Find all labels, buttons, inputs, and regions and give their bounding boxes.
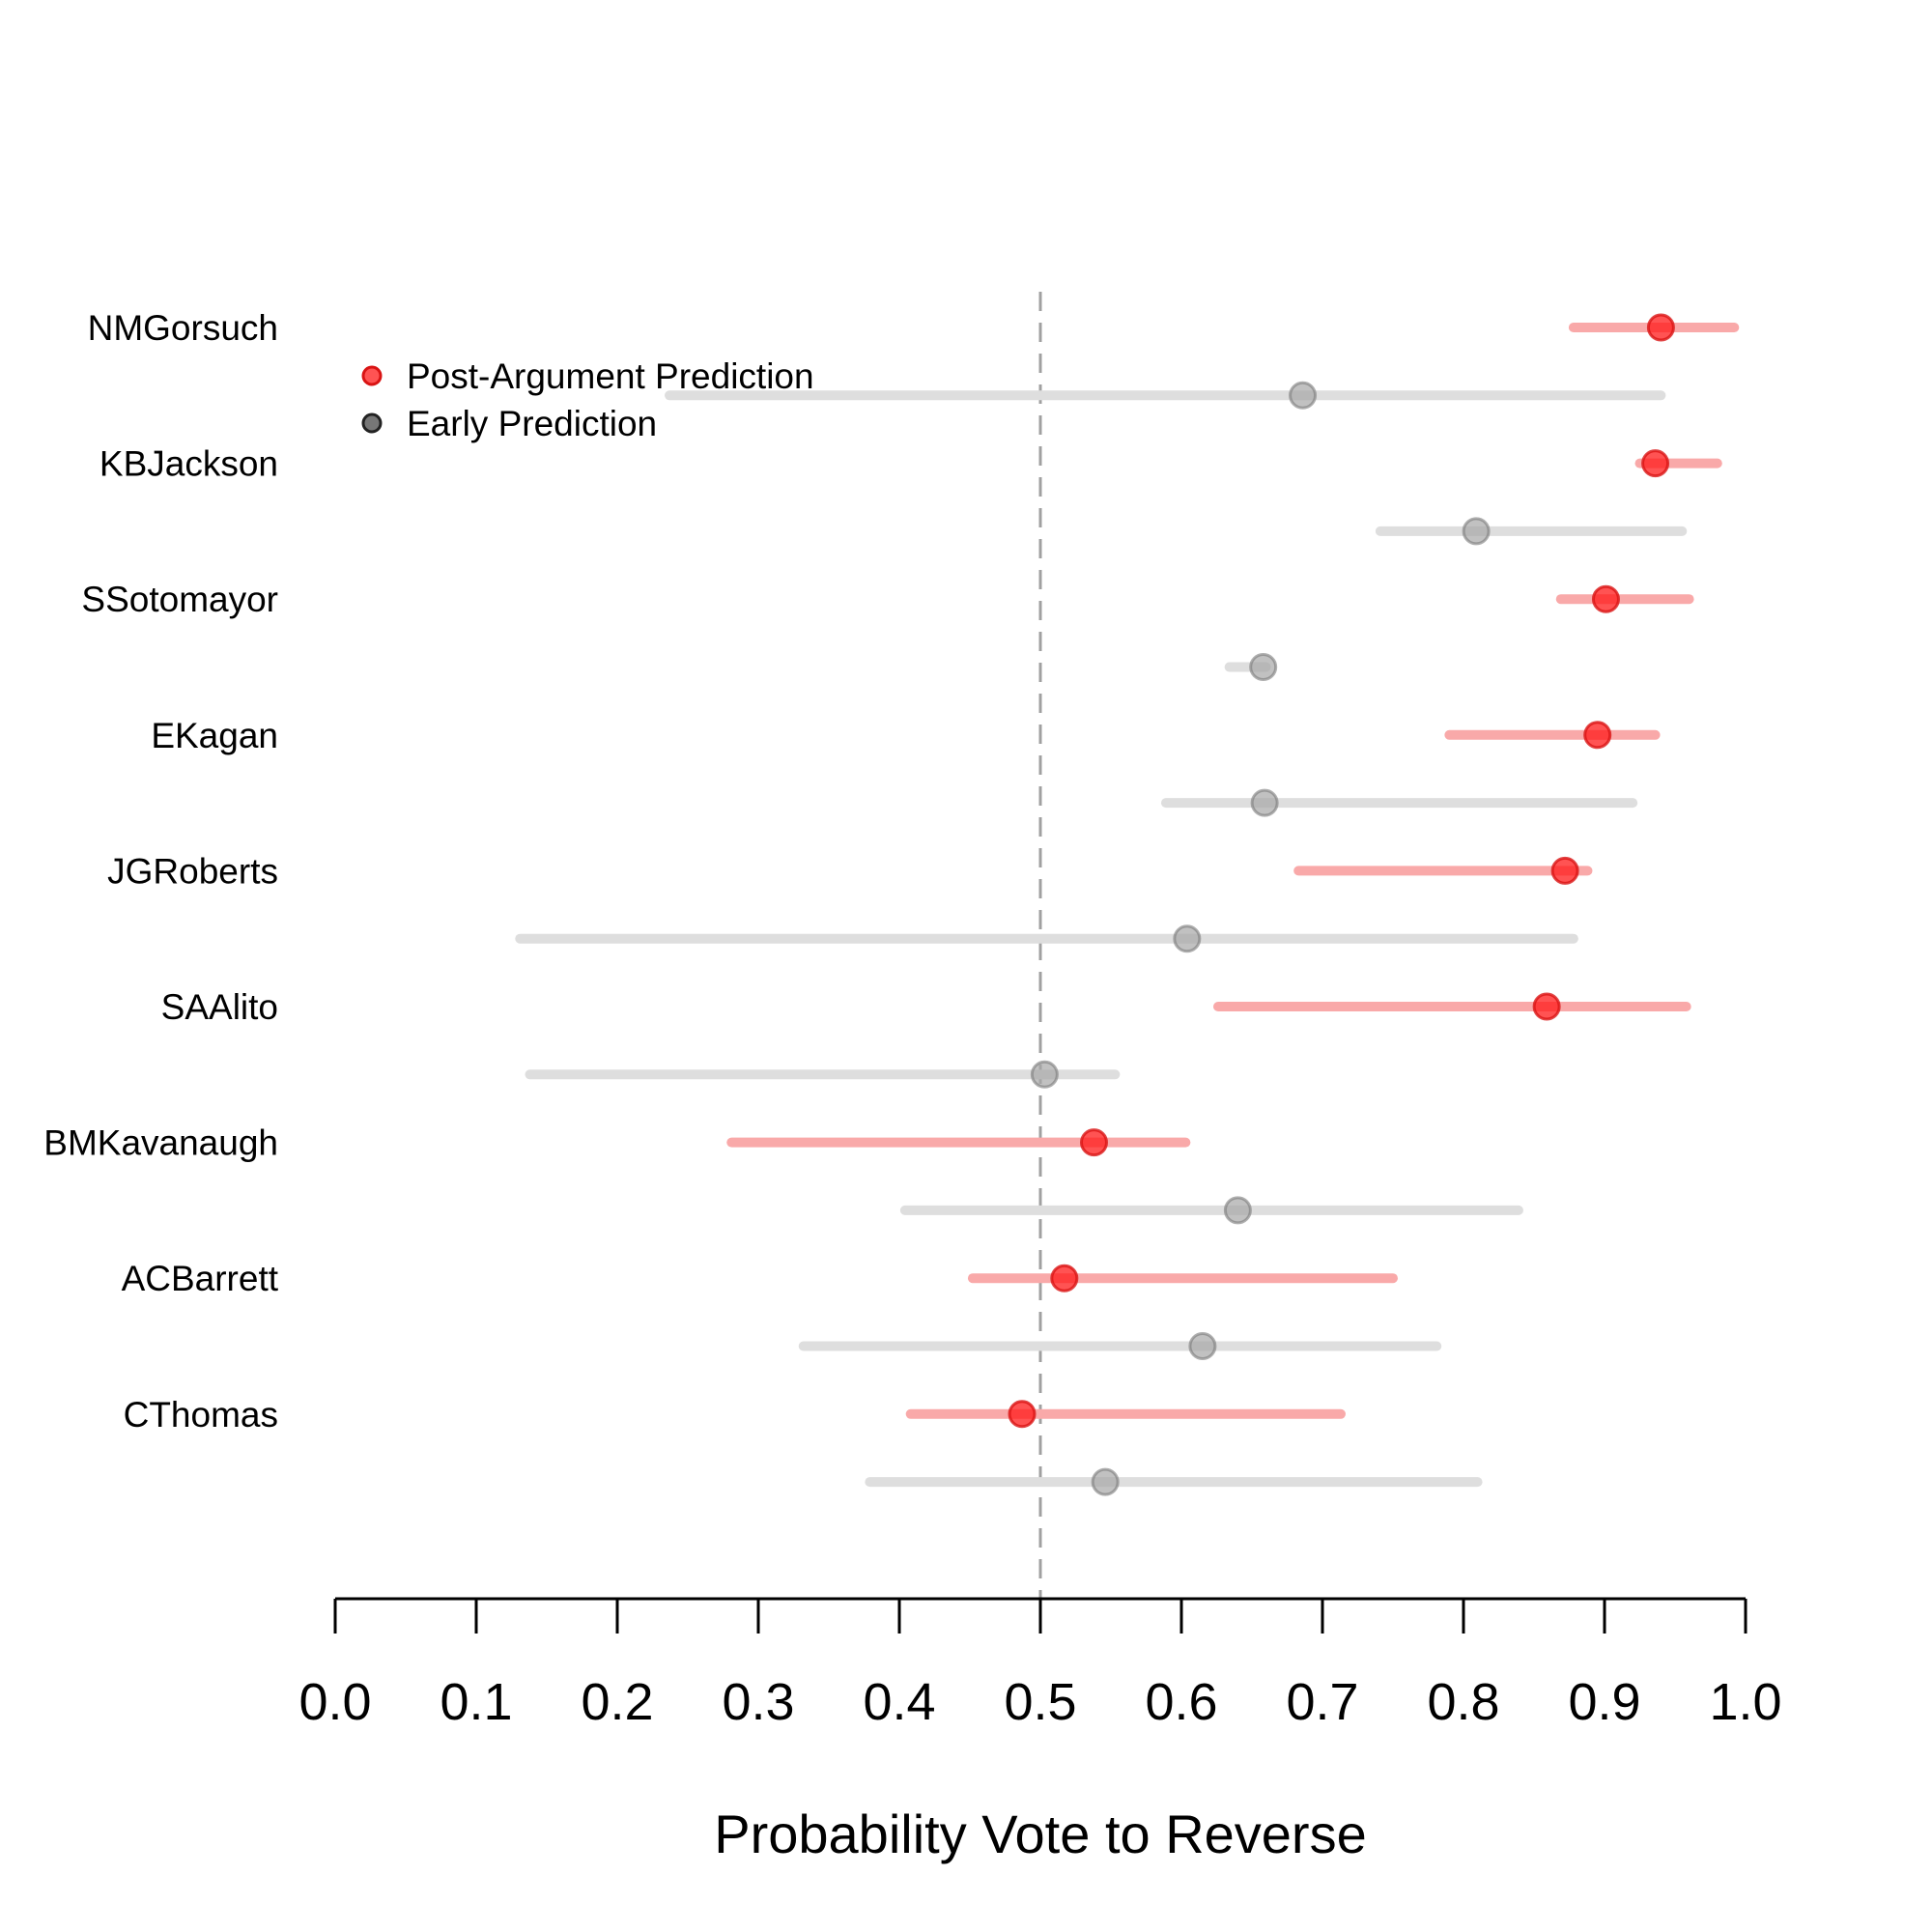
x-axis-title: Probability Vote to Reverse xyxy=(714,1804,1366,1864)
legend-post-marker xyxy=(361,365,383,386)
post-point xyxy=(1641,449,1670,478)
justice-label: SSotomayor xyxy=(81,580,278,619)
legend: Post-Argument Prediction Early Prediction xyxy=(361,356,814,443)
justice-rows: NMGorsuch KBJackson SSotomayor EKagan JGRobe… xyxy=(43,308,1740,1496)
post-point xyxy=(1532,992,1561,1021)
early-point xyxy=(1249,653,1278,681)
post-point xyxy=(1583,721,1612,750)
early-point xyxy=(1250,788,1279,817)
x-tick-label: 0.3 xyxy=(722,1673,794,1731)
justice-row-kbjackson: KBJackson xyxy=(99,444,1722,546)
justice-label: KBJackson xyxy=(99,444,278,484)
post-point xyxy=(1550,856,1579,885)
post-point xyxy=(1591,584,1620,613)
justice-row-nmgorsuch: NMGorsuch xyxy=(88,308,1740,410)
early-point xyxy=(1091,1467,1120,1496)
justice-row-ekagan: EKagan xyxy=(151,716,1661,817)
early-point xyxy=(1173,924,1202,953)
justice-row-saalito: SAAlito xyxy=(161,987,1691,1089)
justice-label: ACBarrett xyxy=(122,1259,279,1298)
justice-label: JGRoberts xyxy=(107,851,278,891)
x-tick-label: 0.7 xyxy=(1286,1673,1358,1731)
early-point xyxy=(1188,1332,1217,1360)
x-tick-label: 0.9 xyxy=(1568,1673,1640,1731)
justice-row-ssotomayor: SSotomayor xyxy=(81,580,1694,681)
x-axis: 0.0 0.1 0.2 0.3 0.4 0.5 0.6 0.7 0.8 0.9 1.0 xyxy=(298,1597,1782,1731)
early-point xyxy=(1223,1196,1252,1225)
justice-row-jgroberts: JGRoberts xyxy=(107,851,1593,953)
early-point xyxy=(1030,1060,1059,1089)
x-tick-label: 0.4 xyxy=(863,1673,935,1731)
legend-early-marker xyxy=(361,412,383,434)
justice-label: EKagan xyxy=(151,716,278,755)
justice-label: CThomas xyxy=(124,1395,278,1435)
legend-post-label: Post-Argument Prediction xyxy=(407,356,814,396)
justice-label: NMGorsuch xyxy=(88,308,278,348)
x-tick-label: 0.5 xyxy=(1004,1673,1076,1731)
x-tick-label: 1.0 xyxy=(1709,1673,1781,1731)
post-point xyxy=(1050,1264,1079,1293)
legend-early-label: Early Prediction xyxy=(407,404,657,443)
x-tick-label: 0.1 xyxy=(440,1673,512,1731)
post-point xyxy=(1079,1128,1108,1157)
early-point xyxy=(1289,381,1318,410)
x-tick-label: 0.8 xyxy=(1427,1673,1499,1731)
justice-label: SAAlito xyxy=(161,987,278,1027)
justice-row-cthomas: CThomas xyxy=(124,1395,1483,1496)
post-point xyxy=(1646,313,1675,342)
x-tick-label: 0.0 xyxy=(298,1673,371,1731)
justice-label: BMKavanaugh xyxy=(43,1123,278,1163)
early-point xyxy=(1462,517,1491,546)
post-point xyxy=(1008,1400,1037,1429)
justice-row-acbarrett: ACBarrett xyxy=(122,1259,1442,1360)
justice-row-bmkavanaugh: BMKavanaugh xyxy=(43,1123,1523,1225)
x-tick-label: 0.6 xyxy=(1145,1673,1217,1731)
x-tick-label: 0.2 xyxy=(581,1673,653,1731)
